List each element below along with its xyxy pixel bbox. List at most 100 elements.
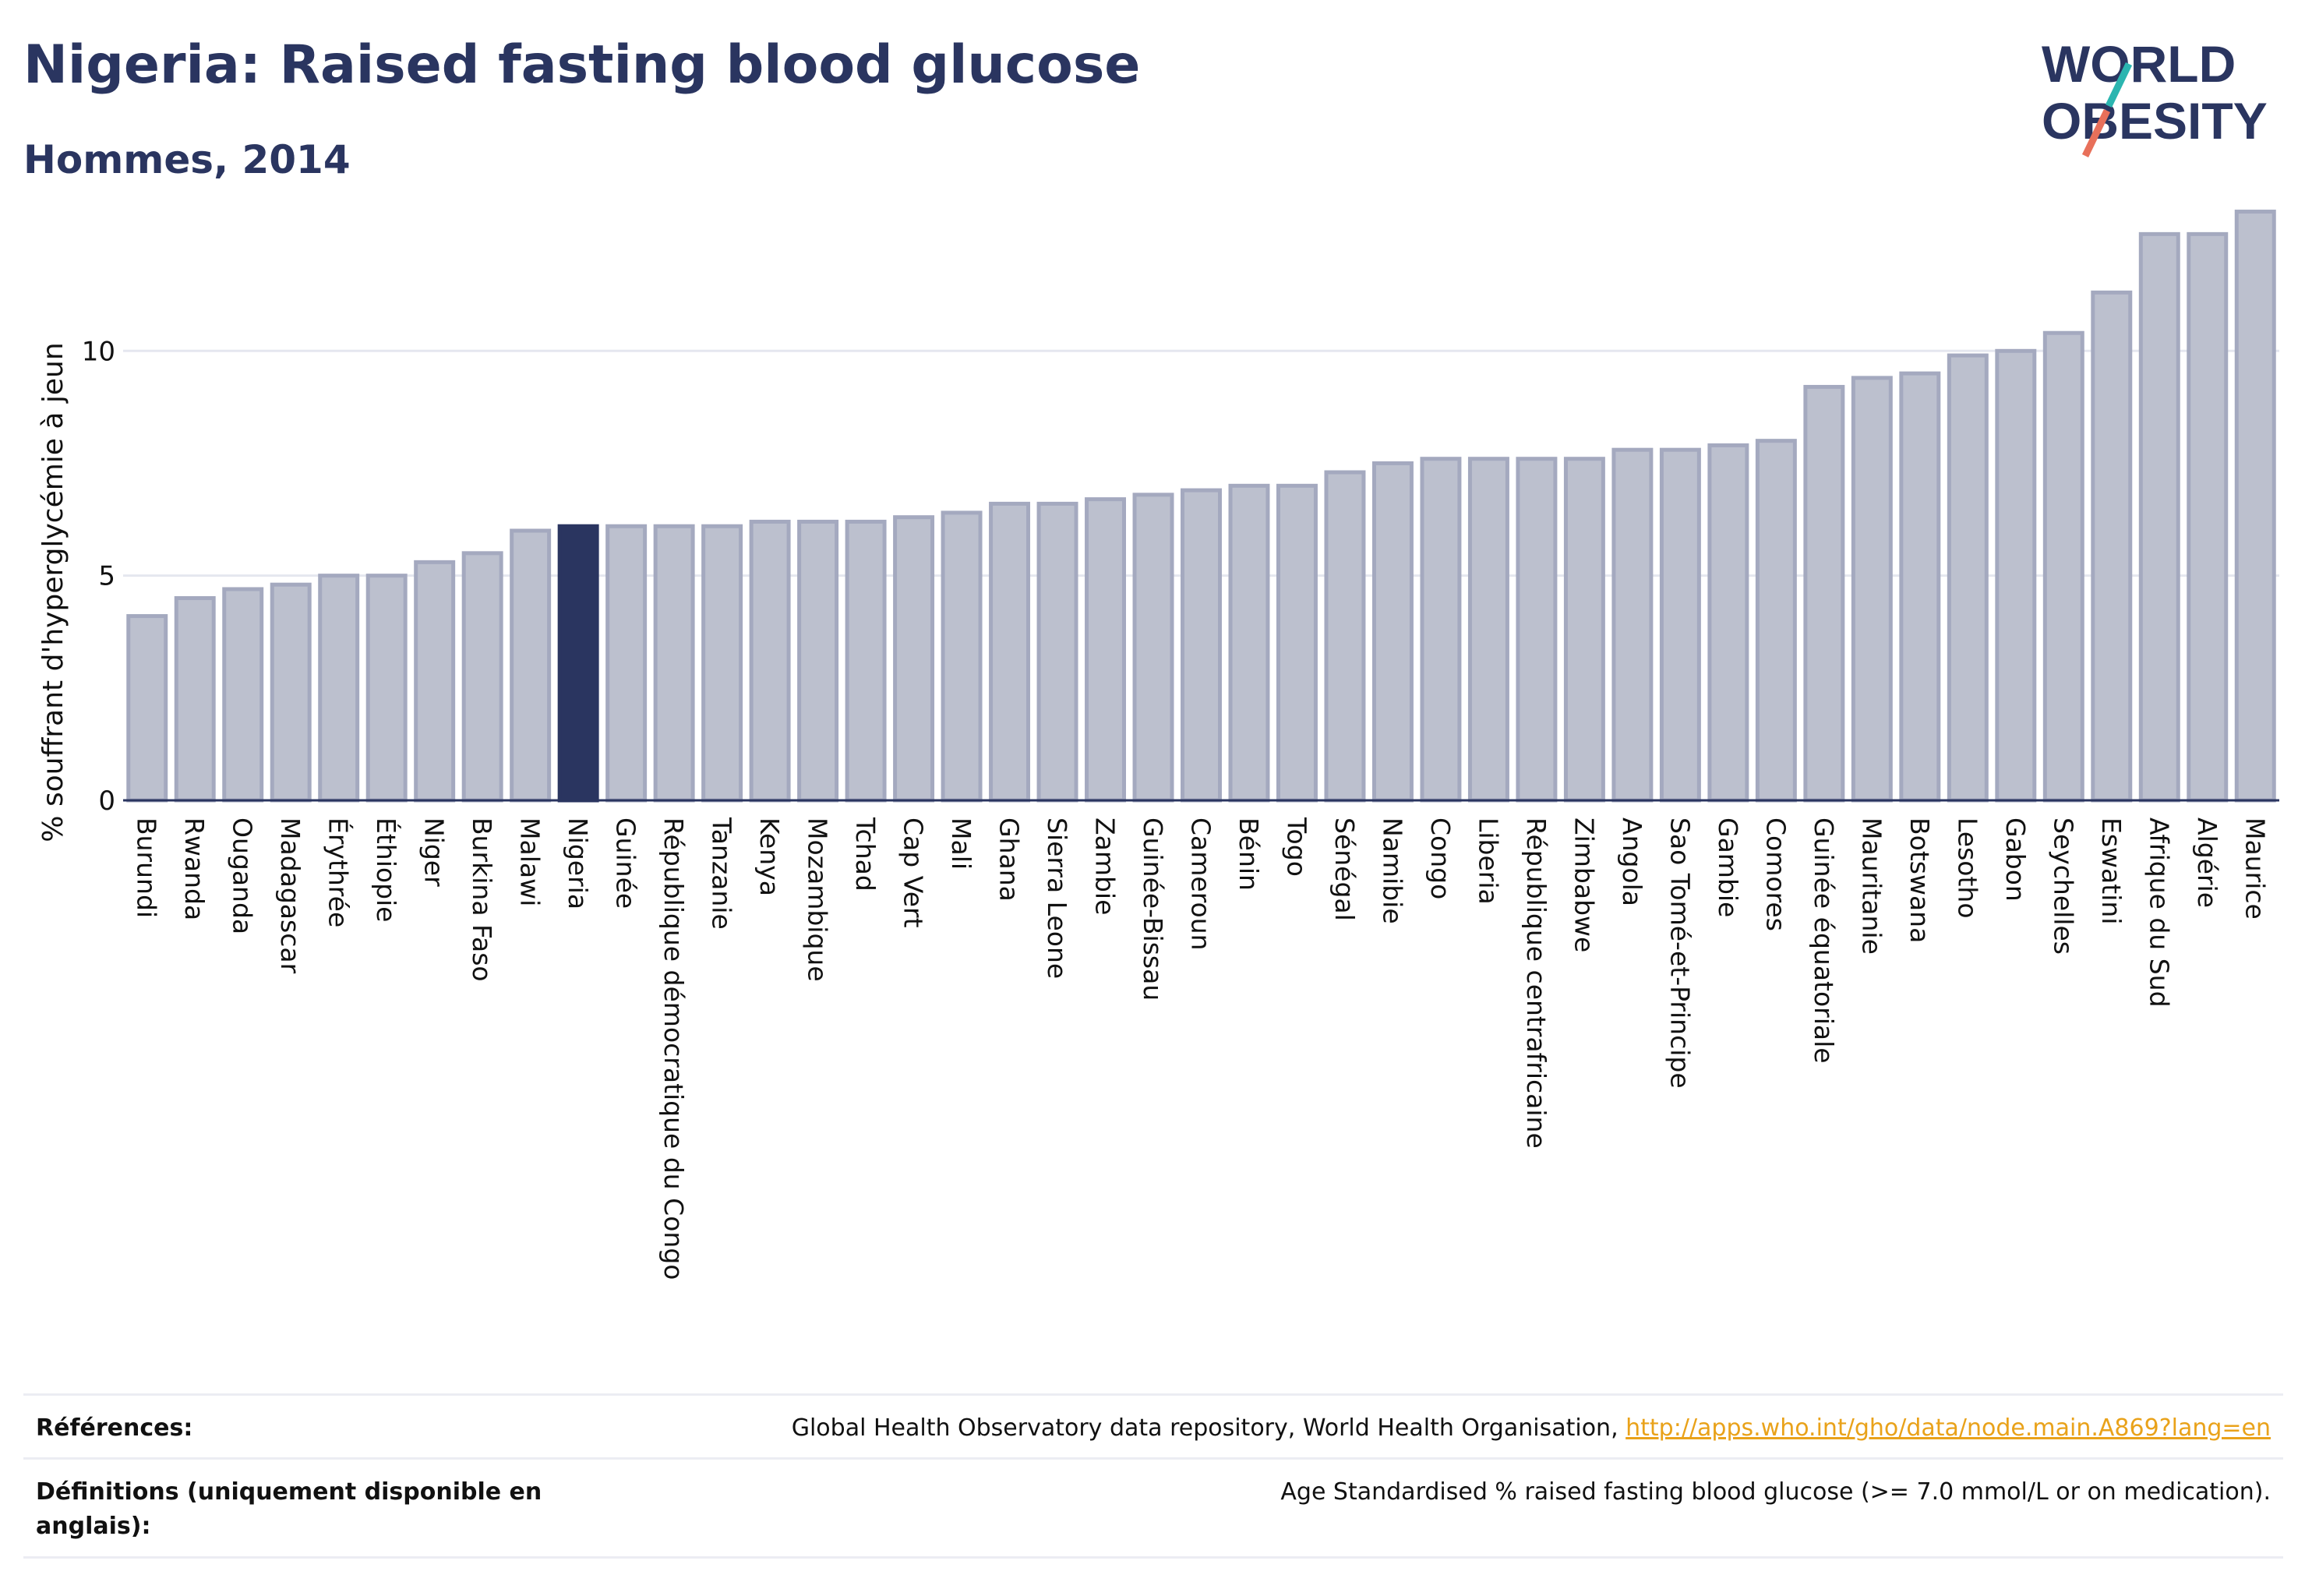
bar[interactable] [365, 574, 408, 803]
bar[interactable] [557, 524, 599, 803]
bar[interactable] [1995, 348, 2037, 803]
bar[interactable] [1707, 443, 1749, 803]
x-tick-label: Ghana [994, 817, 1025, 902]
definitions-value: Age Standardised % raised fasting blood … [1280, 1478, 2271, 1506]
bar[interactable] [941, 510, 983, 803]
y-tick-label: 0 [98, 786, 115, 817]
x-tick-label: Rwanda [179, 817, 210, 920]
bar[interactable] [1467, 457, 1509, 803]
x-tick-label: République centrafricaine [1521, 817, 1551, 1149]
x-tick-label: Tanzanie [707, 817, 737, 930]
y-axis-label: % souffrant d'hyperglycémie à jeun [37, 342, 69, 842]
x-tick-label: Afrique du Sud [2144, 817, 2174, 1008]
x-tick-label: Burundi [132, 817, 162, 918]
x-tick-label: Sierra Leone [1042, 817, 1072, 979]
logo-line2: OBESITY [2042, 92, 2268, 150]
x-tick-label: Nigeria [563, 817, 593, 909]
definitions-label: Définitions (uniquement disponible en an… [36, 1478, 542, 1540]
bar[interactable] [1899, 371, 1941, 803]
bar[interactable] [1371, 461, 1414, 803]
references-link[interactable]: http://apps.who.int/gho/data/node.main.A… [1626, 1414, 2271, 1442]
x-tick-label: Éthiopie [371, 817, 402, 922]
references-text: Global Health Observatory data repositor… [791, 1414, 1626, 1442]
x-tick-label: Zimbabwe [1569, 817, 1599, 952]
bars [126, 210, 2276, 803]
bar[interactable] [1516, 457, 1558, 803]
bar[interactable] [222, 587, 264, 803]
bar[interactable] [1085, 497, 1127, 803]
bar[interactable] [2234, 210, 2276, 803]
x-tick-label: Malawi [515, 817, 545, 906]
references-value: Global Health Observatory data repositor… [792, 1411, 2271, 1446]
y-tick-label: 10 [82, 336, 115, 367]
bar[interactable] [1276, 483, 1318, 803]
bar[interactable] [845, 519, 887, 803]
bar[interactable] [605, 524, 648, 803]
x-tick-label: Madagascar [275, 817, 305, 974]
bar[interactable] [1181, 488, 1222, 803]
x-tick-label: Maurice [2240, 817, 2270, 920]
bar[interactable] [270, 582, 312, 803]
x-tick-label: Namibie [1377, 817, 1407, 924]
chart-subtitle: Hommes, 2014 [23, 137, 351, 182]
x-tick-label: Cap Vert [898, 817, 929, 928]
x-tick-label: Bénin [1234, 817, 1264, 891]
y-tick-labels: 0 5 10 [82, 336, 115, 817]
x-tick-label: Cameroun [1186, 817, 1216, 951]
bar[interactable] [653, 524, 695, 803]
x-tick-label: Lesotho [1952, 817, 1982, 919]
references-row: Références: Global Health Observatory da… [23, 1393, 2283, 1460]
bar[interactable] [1947, 353, 1989, 803]
bar[interactable] [461, 551, 503, 803]
logo-slash-top [2105, 62, 2133, 108]
x-tick-label: Congo [1425, 817, 1456, 899]
bar[interactable] [1132, 493, 1174, 803]
x-tick-label: Eswatini [2096, 817, 2127, 924]
bar[interactable] [1803, 384, 1845, 803]
x-tick-label: Guinée équatoriale [1809, 817, 1839, 1064]
bar[interactable] [749, 519, 791, 803]
bar-chart: 0 5 10 Burundi Rwanda Ouganda Madagascar Éryth… [37, 210, 2279, 1280]
references-label: Références: [36, 1414, 193, 1442]
x-tick-label: Angola [1617, 817, 1647, 906]
bar[interactable] [1324, 470, 1366, 803]
bar[interactable] [989, 501, 1031, 803]
bar[interactable] [1755, 439, 1797, 803]
x-tick-label: Mali [946, 817, 976, 870]
bar[interactable] [1563, 457, 1605, 803]
x-tick-label: Guinée [611, 817, 641, 909]
bar[interactable] [174, 595, 216, 803]
bar[interactable] [318, 574, 360, 803]
bar[interactable] [1228, 483, 1270, 803]
bar[interactable] [1851, 376, 1893, 803]
bar[interactable] [126, 614, 168, 803]
x-tick-label: Togo [1281, 817, 1311, 877]
bar[interactable] [2138, 231, 2180, 803]
x-tick-label: Sao Tomé-et-Principe [1664, 817, 1695, 1089]
y-tick-label: 5 [98, 561, 115, 592]
bar[interactable] [701, 524, 743, 803]
definitions-row: Définitions (uniquement disponible en an… [23, 1457, 2283, 1559]
x-tick-label: Niger [419, 817, 450, 887]
x-tick-label: Ouganda [228, 817, 258, 934]
bar[interactable] [1659, 447, 1701, 803]
chart-title: Nigeria: Raised fasting blood glucose [23, 34, 1141, 96]
bar[interactable] [2091, 290, 2133, 803]
bar[interactable] [2187, 231, 2229, 803]
bar[interactable] [2042, 330, 2084, 803]
logo-slash-bottom [2081, 109, 2111, 157]
x-tick-labels: Burundi Rwanda Ouganda Madagascar Érythrée Ét… [132, 817, 2271, 1280]
bar[interactable] [1036, 501, 1078, 803]
bar[interactable] [1420, 457, 1462, 803]
logo-line1: WORLD [2042, 35, 2236, 93]
bar[interactable] [414, 560, 456, 803]
x-tick-label: Érythrée [323, 817, 355, 927]
x-tick-label: Kenya [754, 817, 785, 896]
x-tick-label: Guinée-Bissau [1138, 817, 1168, 1001]
bar[interactable] [510, 528, 552, 803]
x-tick-label: Gambie [1713, 817, 1743, 917]
bar[interactable] [1611, 447, 1654, 803]
bar[interactable] [893, 515, 935, 803]
x-tick-label: Zambie [1090, 817, 1121, 915]
bar[interactable] [797, 519, 839, 803]
